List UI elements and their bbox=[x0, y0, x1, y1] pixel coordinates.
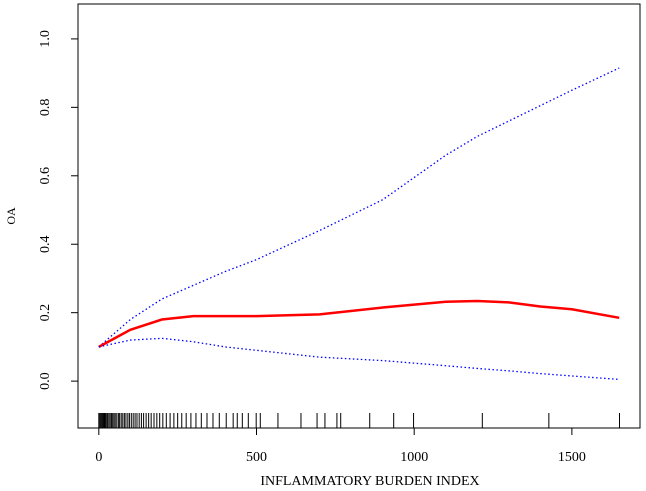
plot-frame bbox=[77, 3, 641, 429]
series-line bbox=[98, 337, 620, 381]
x-tick-label: 0 bbox=[95, 450, 102, 465]
x-tick-label: 500 bbox=[246, 450, 267, 465]
y-tick-label: 0.6 bbox=[38, 167, 53, 185]
x-axis-label: INFLAMMATORY BURDEN INDEX bbox=[260, 474, 479, 489]
series-line bbox=[98, 67, 620, 348]
series-line bbox=[98, 299, 620, 348]
y-tick-label: 0.0 bbox=[38, 372, 53, 390]
y-tick-label: 0.2 bbox=[38, 304, 53, 322]
x-tick-label: 1000 bbox=[400, 450, 428, 465]
y-tick-label: 0.4 bbox=[38, 235, 53, 253]
y-axis-label: OA bbox=[4, 207, 18, 225]
y-tick-label: 0.8 bbox=[38, 99, 53, 117]
y-tick-label: 1.0 bbox=[38, 30, 53, 48]
x-tick-label: 1500 bbox=[558, 450, 586, 465]
